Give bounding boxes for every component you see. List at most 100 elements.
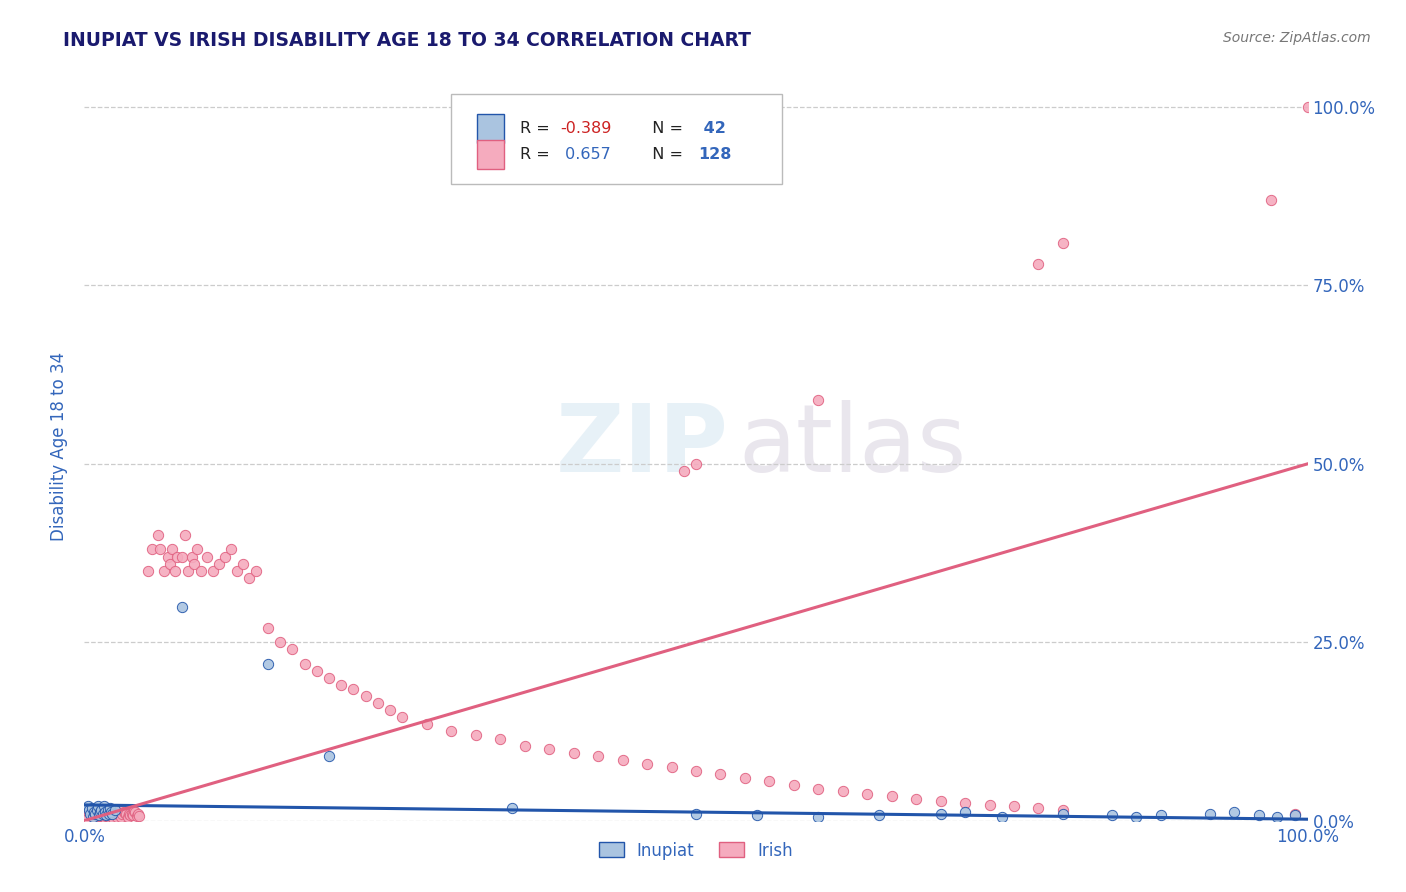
Point	[1101, 808, 1123, 822]
Point	[330, 678, 353, 692]
Point	[562, 746, 585, 760]
Point	[305, 664, 328, 678]
Point	[440, 724, 463, 739]
Point	[269, 635, 291, 649]
Point	[905, 792, 928, 806]
Point	[80, 801, 103, 815]
Point	[112, 805, 135, 819]
Point	[80, 805, 103, 820]
Point	[181, 549, 204, 564]
Point	[1052, 235, 1074, 250]
Point	[1296, 100, 1319, 114]
Point	[89, 807, 111, 822]
Point	[82, 803, 104, 817]
Point	[104, 803, 127, 817]
Point	[1052, 806, 1074, 821]
Point	[166, 549, 188, 564]
Point	[294, 657, 316, 671]
Point	[1265, 810, 1288, 824]
Point	[101, 806, 124, 821]
Point	[82, 810, 104, 824]
Point	[538, 742, 561, 756]
Point	[90, 805, 112, 820]
Text: 128: 128	[699, 147, 731, 162]
Point	[226, 564, 249, 578]
Point	[929, 794, 952, 808]
Point	[1223, 805, 1246, 819]
Point	[105, 809, 128, 823]
Point	[1028, 257, 1050, 271]
Text: N =: N =	[643, 147, 689, 162]
Point	[93, 799, 115, 814]
Point	[110, 810, 132, 824]
Point	[807, 810, 830, 824]
Point	[464, 728, 486, 742]
Point	[979, 797, 1001, 812]
Point	[122, 805, 145, 819]
Point	[77, 811, 100, 825]
Point	[97, 804, 120, 818]
Point	[177, 564, 200, 578]
Point	[672, 464, 695, 478]
Point	[734, 771, 756, 785]
Point	[100, 805, 122, 819]
Point	[173, 528, 195, 542]
FancyBboxPatch shape	[477, 114, 503, 143]
Point	[1125, 810, 1147, 824]
Point	[709, 767, 731, 781]
Point	[380, 703, 402, 717]
Point	[245, 564, 267, 578]
Point	[953, 805, 976, 819]
Point	[342, 681, 364, 696]
Point	[77, 799, 100, 814]
Point	[120, 808, 142, 822]
Point	[636, 756, 658, 771]
Point	[87, 809, 110, 823]
Point	[489, 731, 512, 746]
Point	[195, 549, 218, 564]
Point	[502, 801, 524, 815]
Point	[153, 564, 176, 578]
Point	[929, 806, 952, 821]
Point	[685, 764, 707, 778]
Y-axis label: Disability Age 18 to 34: Disability Age 18 to 34	[51, 351, 69, 541]
Point	[121, 808, 143, 822]
Text: R =: R =	[520, 147, 555, 162]
Point	[86, 811, 108, 825]
Point	[86, 803, 108, 817]
Point	[318, 671, 340, 685]
Point	[93, 808, 115, 822]
Point	[391, 710, 413, 724]
Point	[159, 557, 181, 571]
Point	[103, 806, 125, 821]
Point	[98, 810, 121, 824]
Text: -0.389: -0.389	[560, 120, 612, 136]
Point	[118, 807, 141, 822]
Point	[172, 549, 194, 564]
Point	[186, 542, 208, 557]
Point	[214, 549, 236, 564]
Point	[108, 804, 131, 818]
Text: 0.657: 0.657	[560, 147, 612, 162]
Point	[83, 806, 105, 821]
Point	[354, 689, 377, 703]
Point	[84, 806, 107, 821]
Point	[91, 805, 114, 819]
Point	[190, 564, 212, 578]
Point	[367, 696, 389, 710]
Point	[162, 542, 184, 557]
Point	[107, 806, 129, 821]
Text: 42: 42	[699, 120, 727, 136]
Point	[1052, 803, 1074, 817]
Point	[758, 774, 780, 789]
Point	[1198, 806, 1220, 821]
Point	[661, 760, 683, 774]
Point	[1150, 808, 1173, 822]
Point	[953, 796, 976, 810]
Point	[100, 807, 122, 822]
Point	[87, 799, 110, 814]
Point	[831, 783, 853, 797]
Point	[94, 811, 117, 825]
Point	[208, 557, 231, 571]
Point	[318, 749, 340, 764]
